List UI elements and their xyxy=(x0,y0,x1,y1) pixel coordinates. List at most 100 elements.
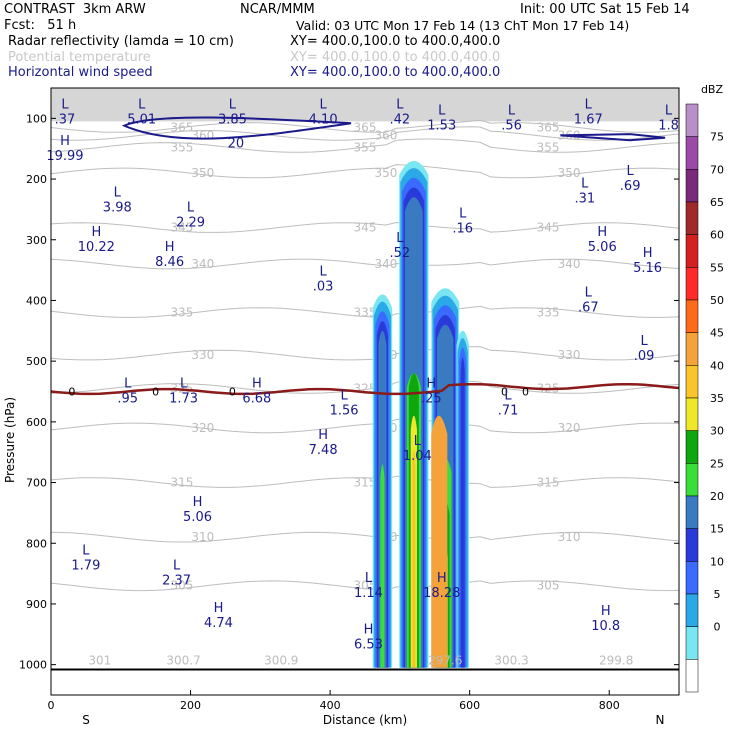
extremum-value: .09 xyxy=(634,349,655,364)
extremum-type: H xyxy=(643,246,653,261)
colorbar-swatch xyxy=(685,659,699,693)
isentrope-label: 365 xyxy=(354,120,377,134)
extremum-value: .52 xyxy=(390,246,411,261)
isentrope-label: 355 xyxy=(354,140,377,154)
colorbar-level-label: 10 xyxy=(710,555,724,568)
field2-coords: XY= 400.0,100.0 to 400.0,400.0 xyxy=(290,50,501,65)
extremum-type: H xyxy=(318,428,328,443)
y-axis-title: Pressure (hPa) xyxy=(3,397,17,483)
isentrope-label: 340 xyxy=(191,257,214,271)
extremum-value: .95 xyxy=(117,392,138,407)
isentrope-label: 335 xyxy=(537,306,560,320)
extremum-value: 4.74 xyxy=(204,616,233,631)
surface-isentrope-label: 300.3 xyxy=(494,654,528,668)
wind-contour xyxy=(121,116,352,140)
extremum-type: H xyxy=(165,240,175,255)
isentrope-label: 315 xyxy=(354,476,377,490)
surface-isentrope-label: 301 xyxy=(88,654,111,668)
isentrope-line xyxy=(50,418,680,434)
isentrope-label: 360 xyxy=(374,128,397,142)
extremum-type: L xyxy=(138,97,146,112)
x-axis-title: Distance (km) xyxy=(323,713,407,727)
plot-frame xyxy=(50,87,680,696)
extremum-type: H xyxy=(597,225,607,240)
x-axis-north-label: N xyxy=(656,713,665,727)
isentrope-line xyxy=(50,138,680,153)
isentrope-line xyxy=(50,221,680,233)
colorbar-level-label: 70 xyxy=(710,163,724,176)
surface-isentrope-label: 297.6 xyxy=(428,654,462,668)
colorbar-level-label: 0 xyxy=(714,621,721,634)
surface-isentrope-label: 300.7 xyxy=(166,654,200,668)
extremum-value: 3.98 xyxy=(103,200,132,215)
extremum-type: L xyxy=(229,97,237,112)
y-tick-label: 100 xyxy=(26,112,47,125)
colorbar-level-label: 50 xyxy=(710,294,724,307)
colorbar-level-label: 45 xyxy=(710,327,724,340)
colorbar-swatch xyxy=(685,299,699,333)
extremum-type: L xyxy=(82,543,90,558)
freezing-level-label: 0 xyxy=(229,386,236,399)
extremum-type: H xyxy=(437,571,447,586)
y-tick-label: 1000 xyxy=(19,659,47,672)
extremum-value: .67 xyxy=(578,301,599,316)
isentrope-line xyxy=(50,258,680,270)
colorbar-swatch xyxy=(685,365,699,399)
colorbar-level-label: 15 xyxy=(710,523,724,536)
extremum-value: 5.06 xyxy=(183,510,212,525)
extremum-value: .16 xyxy=(452,222,473,237)
extremum-type: L xyxy=(61,97,69,112)
extremum-value: .71 xyxy=(498,404,519,419)
extremum-value: .25 xyxy=(421,392,442,407)
extremum-value: 1.73 xyxy=(169,392,198,407)
isentrope-line xyxy=(50,475,680,488)
colorbar-swatch xyxy=(685,430,699,464)
extremum-value: 1.79 xyxy=(71,558,100,573)
extremum-type: L xyxy=(665,103,673,118)
forecast-hour: Fcst: 51 h xyxy=(4,18,77,33)
y-tick-label: 900 xyxy=(26,598,47,611)
extremum-type: H xyxy=(91,225,101,240)
colorbar-level-label: 40 xyxy=(710,359,724,372)
x-tick-label: 200 xyxy=(180,699,201,712)
colorbar-swatch xyxy=(685,528,699,562)
isentrope-label: 335 xyxy=(354,306,377,320)
colorbar-swatch xyxy=(685,626,699,660)
freezing-level-label: 0 xyxy=(152,386,159,399)
x-tick-label: 600 xyxy=(459,699,480,712)
extremum-value: 1.53 xyxy=(427,118,456,133)
field1-coords: XY= 400.0,100.0 to 400.0,400.0 xyxy=(290,34,501,49)
extremum-type: L xyxy=(585,286,593,301)
colorbar-level-label: 5 xyxy=(714,588,721,601)
reflectivity-cell xyxy=(412,449,416,668)
isentrope-line xyxy=(50,119,680,133)
field3-coords: XY= 400.0,100.0 to 400.0,400.0 xyxy=(290,65,501,80)
colorbar-units: dBZ xyxy=(701,83,724,96)
isentrope-label: 355 xyxy=(170,140,193,154)
isentrope-label: 350 xyxy=(558,166,581,180)
isentrope-label: 350 xyxy=(191,166,214,180)
freezing-level-label: 0 xyxy=(522,386,529,399)
extremum-type: L xyxy=(396,97,404,112)
x-tick-label: 0 xyxy=(48,699,55,712)
isentrope-line xyxy=(50,379,680,394)
colorbar-swatch xyxy=(685,593,699,627)
y-tick-label: 800 xyxy=(26,537,47,550)
extremum-type: H xyxy=(214,601,224,616)
isentrope-label: 365 xyxy=(537,120,560,134)
y-tick-label: 400 xyxy=(26,294,47,307)
extremum-type: H xyxy=(426,377,436,392)
extremum-value: 6.53 xyxy=(354,637,383,652)
extremum-type: L xyxy=(414,434,422,449)
freezing-level-label: 0 xyxy=(68,386,75,399)
freezing-level-label: 0 xyxy=(501,386,508,399)
x-tick-label: 400 xyxy=(320,699,341,712)
extremum-value: 10.8 xyxy=(591,619,620,634)
extremum-value: 7.48 xyxy=(309,443,338,458)
x-axis-south-label: S xyxy=(82,713,90,727)
isentrope-line xyxy=(50,305,680,318)
reflectivity-cell xyxy=(380,464,385,668)
colorbar-swatch xyxy=(685,201,699,235)
freezing-level-line xyxy=(50,382,680,396)
